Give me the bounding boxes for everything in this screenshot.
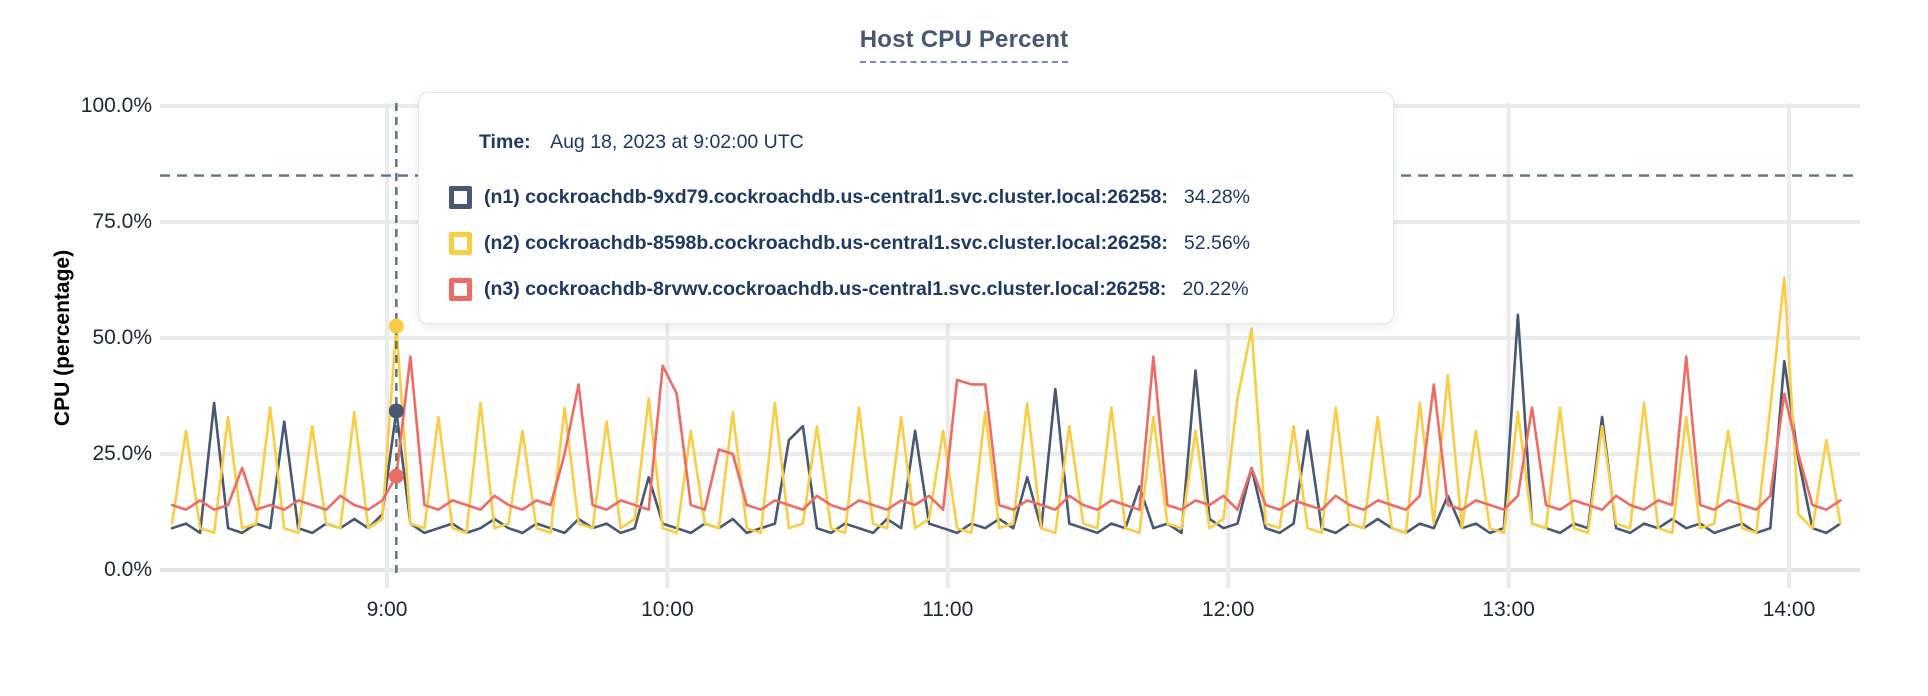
- tooltip-time-row: Time: Aug 18, 2023 at 9:02:00 UTC: [479, 131, 1369, 154]
- tooltip-series-row: (n2) cockroachdb-8598b.cockroachdb.us-ce…: [449, 220, 1369, 266]
- y-tick-label: 25.0%: [92, 442, 152, 465]
- series-value: 34.28%: [1183, 185, 1251, 208]
- x-tick-label: 14:00: [1762, 598, 1816, 621]
- y-tick-label: 75.0%: [92, 210, 152, 233]
- series-value: 52.56%: [1183, 231, 1251, 254]
- tooltip-time-value: Aug 18, 2023 at 9:02:00 UTC: [550, 131, 804, 153]
- x-tick-label: 9:00: [366, 598, 408, 621]
- series-color-swatch: [449, 277, 472, 301]
- tooltip-time-label: Time:: [479, 131, 531, 153]
- chart-title[interactable]: Host CPU Percent: [859, 26, 1069, 63]
- y-tick-label: 100.0%: [80, 94, 152, 117]
- tooltip-series-row: (n1) cockroachdb-9xd79.cockroachdb.us-ce…: [449, 174, 1369, 220]
- series-line-n1: [170, 313, 1842, 535]
- series-line-n3: [170, 355, 1842, 512]
- y-tick-label: 50.0%: [92, 326, 152, 349]
- tooltip-series-list: (n1) cockroachdb-9xd79.cockroachdb.us-ce…: [449, 174, 1369, 312]
- series-lines: [170, 276, 1842, 535]
- y-tick-label: 0.0%: [104, 558, 152, 581]
- series-name: (n2) cockroachdb-8598b.cockroachdb.us-ce…: [484, 231, 1168, 254]
- x-tick-label: 13:00: [1482, 598, 1535, 621]
- series-value: 20.22%: [1182, 277, 1249, 300]
- series-name: (n3) cockroachdb-8rvwv.cockroachdb.us-ce…: [484, 277, 1167, 300]
- chart-tooltip: Time: Aug 18, 2023 at 9:02:00 UTC (n1) c…: [418, 92, 1394, 324]
- tooltip-series-row: (n3) cockroachdb-8rvwv.cockroachdb.us-ce…: [449, 266, 1369, 312]
- hover-point-n1: [388, 403, 404, 419]
- series-name: (n1) cockroachdb-9xd79.cockroachdb.us-ce…: [484, 185, 1168, 208]
- x-tick-label: 10:00: [641, 598, 694, 621]
- hover-point-n3: [388, 468, 404, 484]
- series-color-swatch: [449, 185, 472, 209]
- series-line-n2: [170, 276, 1842, 535]
- series-color-swatch: [449, 231, 472, 255]
- chart-title-wrap: Host CPU Percent: [0, 26, 1928, 63]
- x-tick-label: 12:00: [1201, 598, 1255, 621]
- hover-point-n2: [388, 318, 404, 334]
- x-tick-label: 11:00: [922, 598, 974, 621]
